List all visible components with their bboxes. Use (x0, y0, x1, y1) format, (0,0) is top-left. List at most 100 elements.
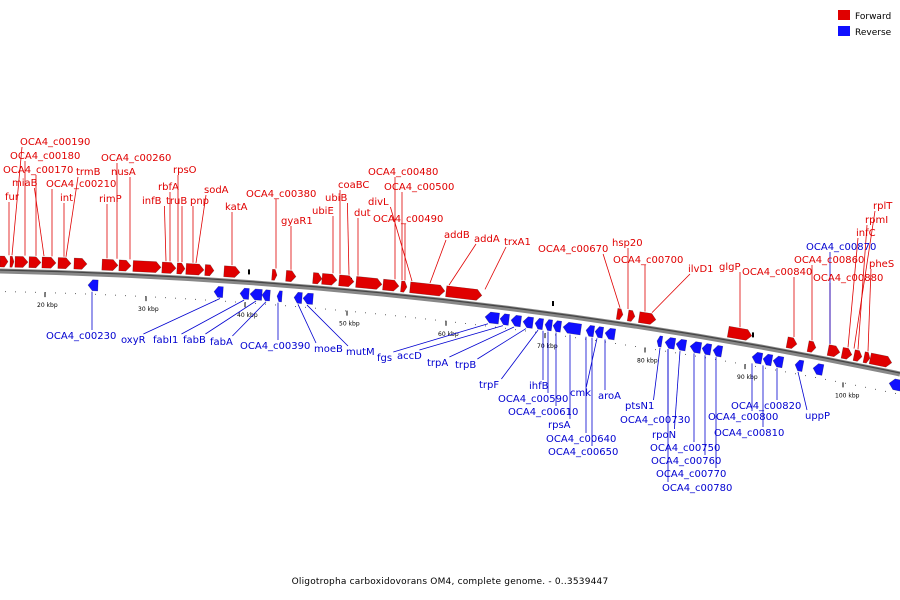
scale-dot (735, 362, 736, 364)
forward-gene-arrow (840, 347, 853, 360)
reverse-gene-arrow (888, 378, 900, 392)
scale-dot (155, 296, 156, 298)
reverse-gene-label-trpa: trpA (427, 358, 448, 369)
scale-dot (475, 324, 476, 326)
scale-dot (375, 313, 376, 315)
scale-dot (285, 305, 286, 307)
scale-dot (585, 338, 586, 340)
scale-dot (325, 308, 326, 310)
forward-label-line (65, 176, 79, 257)
forward-gene-arrow (285, 270, 297, 282)
genome-backbone (0, 268, 900, 377)
forward-gene-label-infb: infB (142, 196, 162, 207)
forward-gene-label-trmb: trmB (76, 167, 101, 178)
reverse-gene-arrow (689, 341, 703, 354)
forward-gene-arrow (73, 257, 88, 270)
scale-dot (715, 358, 716, 360)
forward-label-line (11, 146, 23, 256)
scale-dot (685, 353, 686, 355)
scale-dot (65, 292, 66, 294)
forward-gene-label-miab: miaB (12, 178, 38, 189)
reverse-gene-label-aroa: aroA (598, 391, 621, 402)
forward-gene-arrow (338, 274, 355, 287)
scale-dot (485, 325, 486, 327)
forward-gene-label-coabc: coaBC (338, 180, 369, 191)
forward-gene-label-glgp: glgP (719, 262, 741, 273)
reverse-gene-label-ihfb: ihfB (529, 381, 549, 392)
reverse-label-line (297, 304, 317, 344)
forward-gene-label-soda: sodA (204, 185, 229, 196)
scale-dot (635, 346, 636, 348)
reverse-gene-label-rpsa: rpsA (548, 420, 571, 431)
scale-dot (795, 373, 796, 375)
scale-dot (295, 306, 296, 308)
legend-forward-swatch (838, 10, 850, 20)
scale-dot (365, 312, 366, 314)
map-caption: Oligotropha carboxidovorans OM4, complet… (291, 577, 609, 587)
scale-dot (235, 301, 236, 303)
reverse-gene-arrow (293, 292, 303, 304)
forward-gene-label-oca4-c00380: OCA4_c00380 (246, 189, 316, 200)
forward-gene-label-oca4-c00190: OCA4_c00190 (20, 137, 90, 148)
forward-gene-label-int: int (60, 193, 73, 204)
reverse-gene-label-oca4-c00590: OCA4_c00590 (498, 394, 568, 405)
forward-gene-arrow (868, 352, 893, 368)
scale-dot (565, 335, 566, 337)
forward-label-line (429, 239, 447, 284)
reverse-label-line (674, 351, 681, 430)
reverse-gene-arrow (302, 292, 314, 305)
scale-ticks: 20 kbp 30 kbp 40 kbp 50 kbp 60 kbp 70 kbp 80 k… (5, 259, 896, 399)
reverse-gene-arrow (812, 363, 825, 376)
scale-dot (555, 334, 556, 336)
scale-dot (305, 306, 306, 308)
reverse-gene-label-oca4-c00800: OCA4_c00800 (708, 412, 778, 423)
reverse-gene-label-oca4-c00780: OCA4_c00780 (662, 483, 732, 494)
scale-dot (885, 390, 886, 392)
reverse-gene-arrow (239, 287, 250, 300)
forward-gene-arrow (862, 351, 871, 364)
scale-dot (205, 299, 206, 301)
forward-gene-arrow (176, 262, 186, 275)
forward-genes (0, 255, 893, 368)
legend-reverse-swatch (838, 26, 850, 36)
forward-gene-arrow (161, 261, 177, 274)
forward-gene-arrow (118, 259, 132, 272)
forward-label-line (164, 205, 167, 262)
reverse-gene-label-oca4-c00230: OCA4_c00230 (46, 331, 116, 342)
scale-dot (625, 344, 626, 346)
forward-label-line (390, 206, 413, 282)
reverse-gene-arrow (534, 317, 544, 331)
scale-dot (335, 309, 336, 311)
forward-label-line (847, 237, 859, 348)
forward-gene-label-addb: addB (444, 230, 470, 241)
scale-dot (755, 365, 756, 367)
forward-gene-arrow (826, 344, 841, 358)
reverse-gene-label-trpf: trpF (479, 380, 499, 391)
scale-dot (695, 355, 696, 357)
reverse-label-line (797, 371, 808, 411)
scale-tick-label: 80 kbp (637, 358, 658, 365)
reverse-gene-arrow (751, 352, 764, 365)
scale-dot (145, 296, 146, 298)
scale-dot (865, 386, 866, 388)
legend-reverse-label: Reverse (855, 28, 892, 38)
reverse-gene-label-oca4-c00870: OCA4_c00870 (806, 242, 876, 253)
reverse-gene-label-faba: fabA (210, 337, 233, 348)
reverse-gene-arrow (87, 279, 99, 292)
scale-tick-label: 100 kbp (835, 392, 860, 399)
reverse-label-line (653, 347, 661, 401)
scale-dot (575, 337, 576, 339)
scale-dot (85, 293, 86, 295)
reverse-gene-arrow (510, 314, 522, 328)
forward-gene-arrow (101, 258, 119, 271)
reverse-gene-arrow (484, 311, 500, 325)
reverse-gene-label-fgs: fgs (377, 353, 392, 364)
scale-dot (115, 294, 116, 296)
forward-gene-label-divl: divL (368, 197, 389, 208)
reverse-gene-label-oca4-c00820: OCA4_c00820 (731, 401, 801, 412)
legend-forward-label: Forward (855, 12, 891, 22)
reverse-gene-arrow (656, 335, 664, 348)
scale-dot (545, 333, 546, 335)
forward-gene-arrow (204, 264, 215, 277)
forward-gene-arrow (626, 309, 636, 322)
